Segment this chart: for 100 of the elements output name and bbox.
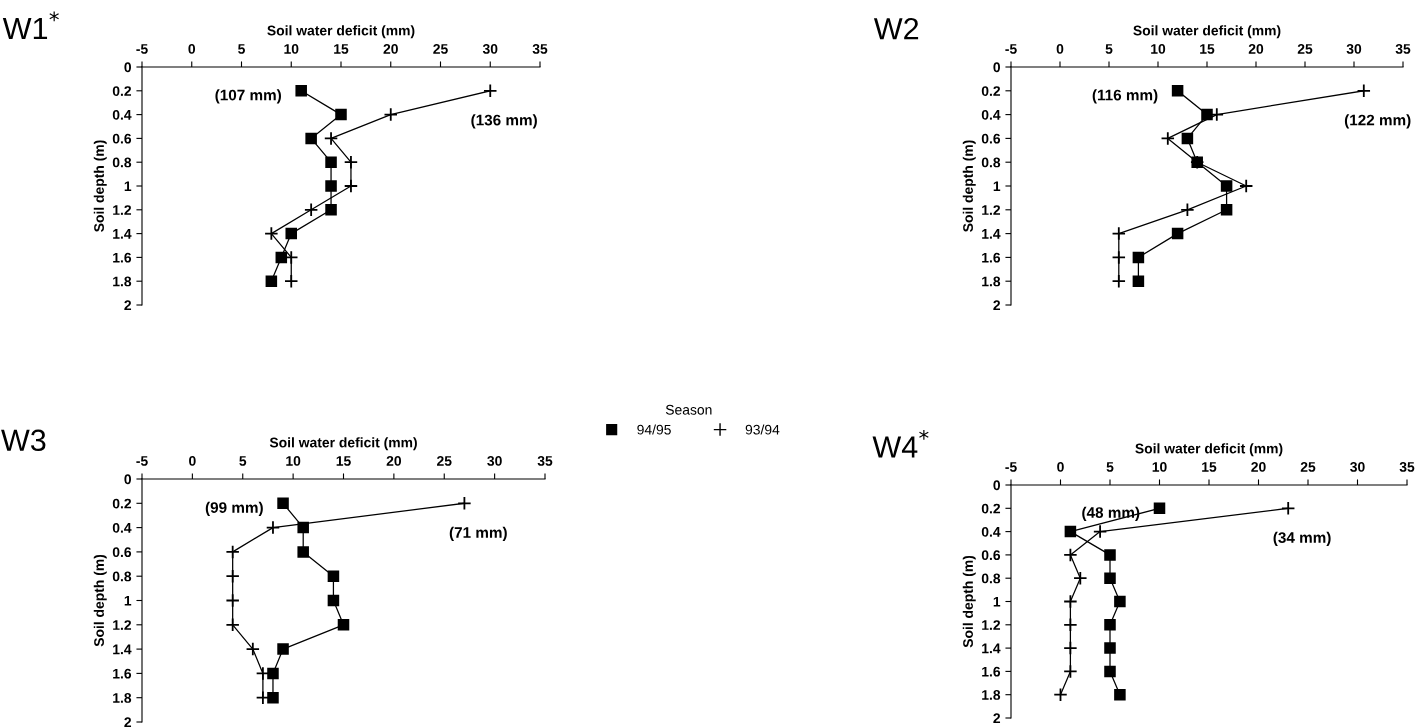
- x-tick-label: 20: [1251, 462, 1266, 472]
- y-tick-label: 0.6: [112, 547, 132, 558]
- point: [483, 83, 498, 98]
- y-tick-label: 1.2: [982, 205, 1001, 215]
- legend-label: 94/95: [637, 424, 671, 435]
- point: [245, 641, 260, 657]
- point: [1064, 525, 1077, 538]
- y-axis-title: Soil depth (m): [962, 555, 976, 648]
- x-tick-label: -5: [1005, 462, 1017, 472]
- x-axis-title: Soil water deficit (mm): [1133, 25, 1281, 39]
- point: [1063, 664, 1078, 679]
- y-tick-label: 2: [993, 713, 1001, 724]
- x-tick-label: 30: [1350, 462, 1365, 472]
- annotation: (48 mm): [1082, 506, 1140, 521]
- point: [297, 521, 309, 534]
- point: [343, 155, 359, 170]
- y-tick-label: 0.6: [981, 133, 1001, 144]
- point: [1063, 640, 1078, 656]
- point: [225, 617, 240, 632]
- x-tick-label: 5: [239, 456, 247, 466]
- point: [1160, 131, 1175, 146]
- y-tick-label: 1.6: [113, 252, 132, 263]
- point: [297, 546, 309, 558]
- y-tick-label: 1.8: [113, 276, 132, 287]
- point: [225, 593, 240, 608]
- point: [325, 180, 337, 192]
- x-tick-label: 15: [1200, 44, 1215, 54]
- point: [1104, 549, 1116, 561]
- point: [457, 496, 472, 511]
- x-tick-label: 0: [1056, 44, 1064, 54]
- y-tick-label: 0: [993, 62, 1001, 73]
- x-tick-label: 35: [1395, 44, 1411, 54]
- y-tick-label: 0: [124, 62, 132, 73]
- y-axis-title: Soil depth (m): [93, 140, 107, 232]
- point: [1171, 227, 1184, 240]
- point: [1153, 502, 1166, 515]
- point: [1104, 619, 1116, 631]
- y-tick-label: 0.4: [112, 522, 132, 533]
- point: [327, 570, 340, 582]
- y-tick-label: 0.2: [112, 86, 132, 96]
- x-tick-label: 30: [1346, 44, 1362, 54]
- point: [1356, 83, 1371, 98]
- annotation: (116 mm): [1092, 89, 1158, 104]
- y-tick-label: 0.8: [981, 573, 1001, 584]
- point: [267, 691, 279, 704]
- y-tick-label: 0.2: [981, 503, 1001, 514]
- point: [303, 202, 319, 217]
- annotation: (34 mm): [1273, 531, 1331, 546]
- y-tick-label: 1.8: [982, 276, 1001, 287]
- x-tick-label: 10: [1151, 44, 1166, 54]
- point: [1132, 251, 1145, 264]
- point: [267, 667, 279, 680]
- point: [1063, 617, 1078, 632]
- y-tick-label: 0.4: [981, 526, 1001, 537]
- x-tick-label: -5: [1005, 44, 1017, 54]
- annotation: (71 mm): [449, 526, 507, 541]
- point: [1201, 108, 1213, 121]
- y-tick-label: 2: [993, 300, 1001, 311]
- x-tick-label: 25: [437, 456, 452, 466]
- legend-title: Season: [665, 404, 712, 415]
- y-tick-label: 1.4: [982, 643, 1001, 654]
- point: [1104, 572, 1116, 584]
- y-tick-label: 1: [124, 181, 132, 192]
- point: [327, 594, 340, 607]
- point: [1073, 571, 1088, 586]
- point: [264, 226, 279, 241]
- point: [325, 204, 337, 216]
- point: [1239, 178, 1254, 194]
- point: [285, 227, 298, 240]
- y-tick-label: 0.6: [981, 550, 1001, 561]
- y-tick-label: 0.8: [112, 157, 132, 168]
- point: [225, 544, 240, 560]
- point: [1092, 524, 1108, 539]
- x-tick-label: -5: [136, 456, 148, 466]
- annotation: (122 mm): [1344, 114, 1411, 129]
- point: [295, 85, 307, 97]
- point: [284, 274, 299, 289]
- point: [1220, 204, 1233, 216]
- y-tick-label: 1: [993, 596, 1001, 607]
- y-axis-title: Soil depth (m): [962, 140, 976, 232]
- y-tick-label: 1.4: [113, 644, 132, 655]
- y-tick-label: 2: [124, 717, 132, 728]
- y-tick-label: 1.4: [113, 229, 132, 239]
- y-tick-label: 1.4: [982, 229, 1001, 239]
- x-tick-label: 25: [1300, 462, 1316, 472]
- y-tick-label: 0.8: [981, 157, 1001, 168]
- x-tick-label: 0: [1057, 462, 1064, 472]
- point: [1220, 180, 1233, 192]
- y-tick-label: 1: [124, 595, 132, 606]
- point: [1132, 275, 1145, 287]
- y-tick-label: 2: [124, 300, 132, 311]
- y-tick-label: 1.8: [982, 690, 1001, 700]
- y-tick-label: 0.4: [981, 109, 1001, 120]
- y-tick-label: 0.4: [112, 109, 132, 120]
- y-axis-title: Soil depth (m): [93, 554, 107, 647]
- y-tick-label: 0.8: [112, 571, 132, 582]
- x-tick-label: 0: [188, 44, 196, 54]
- annotation: (107 mm): [215, 89, 281, 104]
- point: [1114, 595, 1126, 608]
- x-tick-label: 30: [482, 44, 498, 54]
